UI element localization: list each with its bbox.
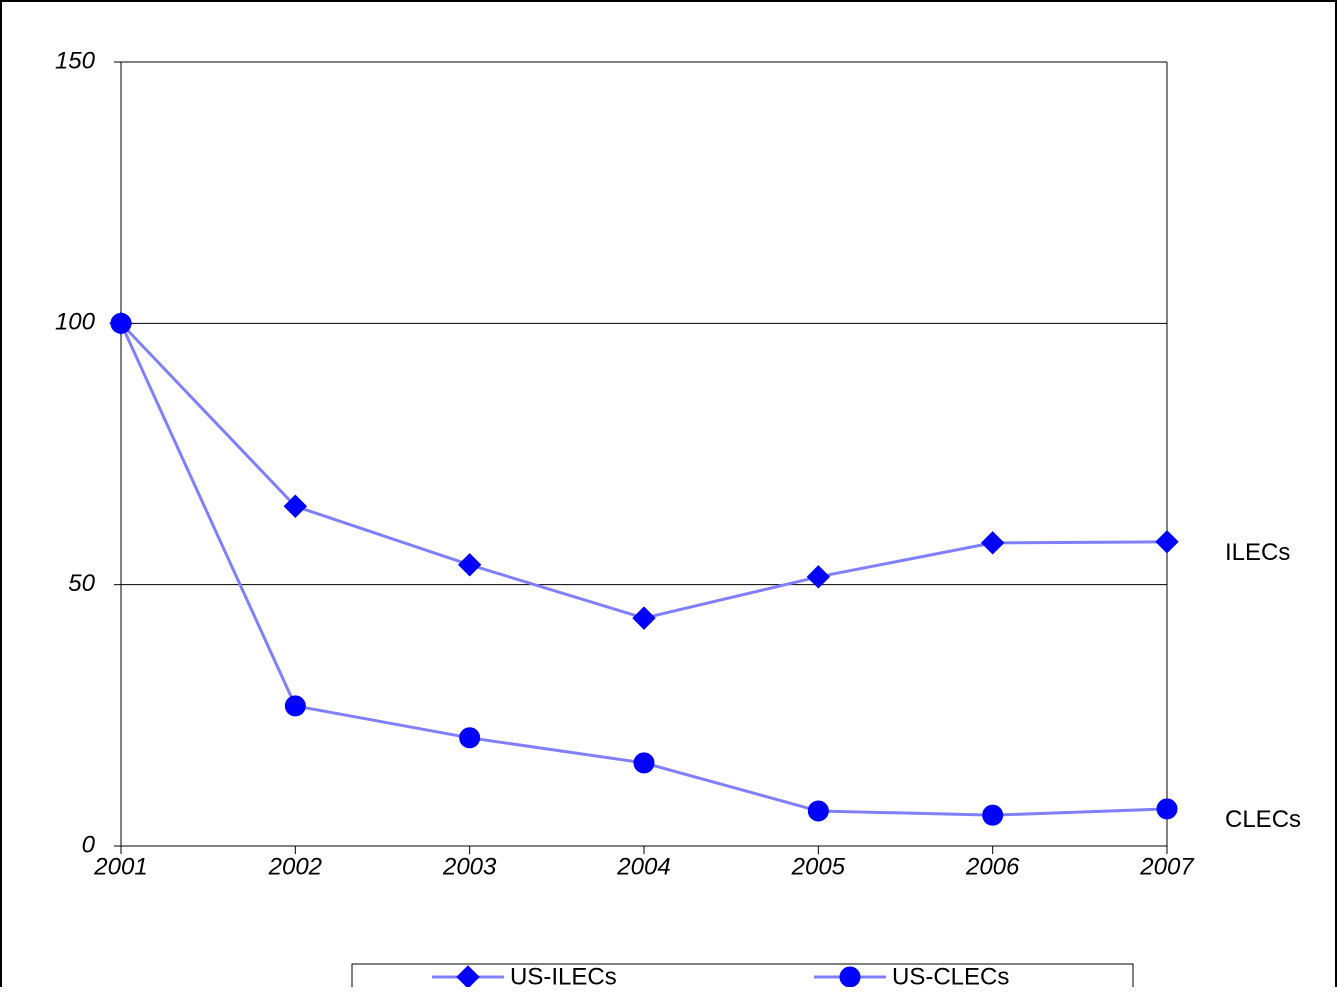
y-tick-label: 50	[68, 570, 95, 597]
x-tick-label: 2001	[93, 853, 147, 880]
data-point	[633, 752, 655, 774]
legend-marker	[839, 966, 861, 988]
data-point	[980, 531, 1005, 555]
data-point	[807, 800, 829, 822]
y-tick-label: 100	[55, 309, 96, 336]
data-point	[459, 727, 481, 749]
data-point	[284, 695, 306, 717]
legend-label: US-CLECs	[892, 963, 1009, 987]
data-point	[110, 312, 132, 334]
data-point	[982, 804, 1004, 826]
x-tick-label: 2004	[616, 853, 670, 880]
x-tick-label: 2007	[1139, 853, 1195, 880]
legend-label: US-ILECs	[510, 963, 617, 987]
data-point	[806, 565, 831, 589]
data-point	[283, 494, 308, 518]
data-point	[632, 606, 656, 630]
data-point	[457, 553, 482, 577]
data-point	[1156, 798, 1178, 820]
y-tick-label: 0	[82, 831, 96, 858]
annotation: ILECs	[1225, 539, 1290, 566]
x-tick-label: 2002	[268, 853, 322, 880]
data-point	[1155, 530, 1179, 554]
x-tick-label: 2003	[442, 853, 497, 880]
y-tick-label: 150	[55, 47, 96, 74]
x-tick-label: 2005	[791, 853, 846, 880]
x-tick-label: 2006	[965, 853, 1020, 880]
annotation: CLECs	[1225, 806, 1301, 833]
